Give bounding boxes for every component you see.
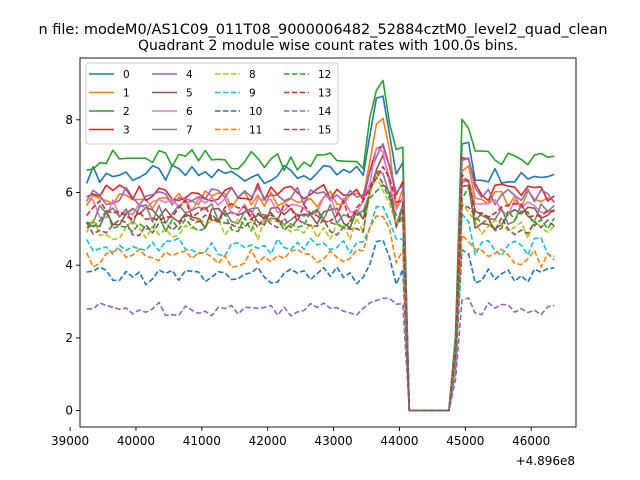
series-line-9	[85, 205, 555, 412]
plot-area	[85, 79, 555, 412]
x-offset-label: +4.896e8	[516, 454, 575, 468]
x-tick-label: 40000	[117, 434, 155, 448]
chart-title: Quadrant 2 module wise count rates with …	[138, 38, 518, 54]
legend-frame	[85, 62, 339, 145]
series-line-8	[85, 175, 555, 412]
legend-label-10: 10	[249, 106, 262, 118]
series-line-11	[85, 215, 555, 412]
series-line-1	[85, 117, 555, 412]
legend-label-5: 5	[186, 88, 193, 100]
x-tick-label: 39000	[51, 434, 89, 448]
series-line-6	[86, 147, 555, 412]
legend-label-14: 14	[318, 106, 332, 118]
series-line-4	[85, 143, 555, 412]
series-line-7	[86, 169, 555, 412]
y-tick-label: 2	[65, 331, 73, 345]
axes: 39000 40000 41000 42000 43000 44000 45000 46000…	[51, 57, 577, 448]
y-tick-label: 6	[65, 186, 73, 200]
legend-label-13: 13	[318, 88, 331, 100]
legend-label-2: 2	[123, 106, 130, 118]
legend-label-8: 8	[249, 69, 256, 81]
y-tick-label: 8	[65, 113, 73, 127]
x-tick-label: 43000	[315, 434, 353, 448]
x-tick-label: 44000	[380, 434, 418, 448]
legend-label-6: 6	[186, 106, 193, 118]
legend-label-7: 7	[186, 125, 193, 137]
series-line-13	[85, 165, 555, 412]
series-line-15	[85, 171, 555, 412]
y-tick-label: 0	[65, 404, 73, 418]
legend-label-0: 0	[123, 69, 130, 81]
series-line-5	[86, 154, 555, 412]
figure-suptitle: n file: modeM0/AS1C09_011T08_9000006482_…	[38, 22, 607, 38]
x-tick-label: 46000	[512, 434, 550, 448]
series-line-10	[86, 239, 555, 412]
legend-label-12: 12	[318, 69, 331, 81]
legend-label-9: 9	[249, 88, 256, 100]
legend-label-1: 1	[123, 88, 130, 100]
legend-label-3: 3	[123, 125, 130, 137]
legend-label-11: 11	[249, 125, 262, 137]
series-line-0	[85, 95, 555, 412]
axes-frame	[79, 57, 577, 428]
y-tick-label: 4	[65, 258, 73, 272]
series-line-14	[86, 297, 555, 412]
series-line-3	[86, 144, 555, 412]
x-tick-label: 45000	[446, 434, 484, 448]
x-tick-label: 41000	[183, 434, 221, 448]
series-line-12	[86, 184, 555, 412]
series-line-2	[86, 79, 555, 412]
legend-label-15: 15	[318, 125, 331, 137]
x-tick-label: 42000	[249, 434, 287, 448]
legend-label-4: 4	[186, 69, 193, 81]
